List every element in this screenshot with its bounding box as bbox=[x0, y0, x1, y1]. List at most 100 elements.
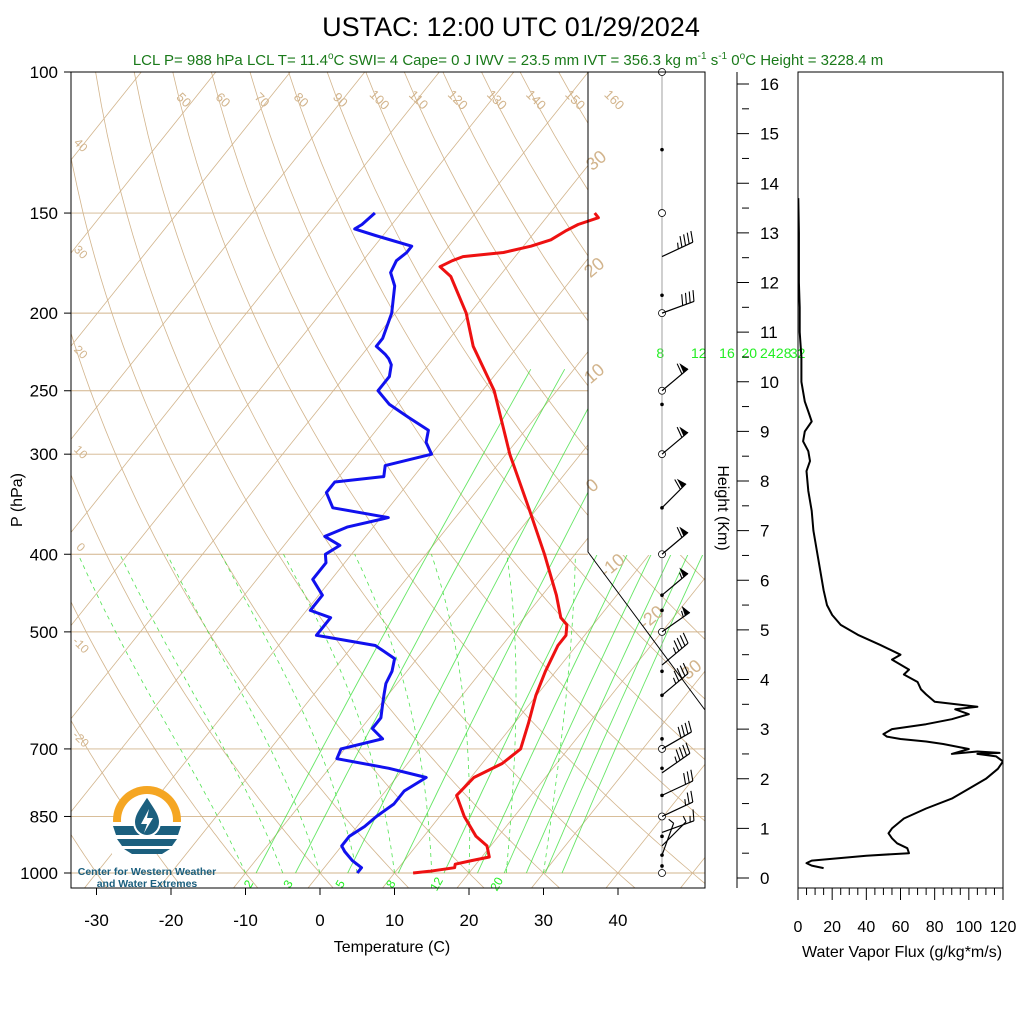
lightning-icon bbox=[141, 809, 153, 833]
wind-barb-half-flag bbox=[684, 799, 687, 806]
dry-adiabat-200 bbox=[752, 72, 1024, 890]
p-tick-label: 200 bbox=[30, 304, 58, 323]
dry-adiabat-10 bbox=[71, 331, 410, 888]
x-tick-label: 30 bbox=[534, 911, 553, 930]
mixing-ratio-top-label: 20 bbox=[742, 345, 758, 361]
stats-lcl-t-degree: o bbox=[328, 51, 334, 62]
wind-barb bbox=[661, 662, 689, 696]
wind-barb-shaft bbox=[661, 821, 687, 847]
dry-adiabat-50 bbox=[172, 72, 705, 885]
wind-barb-flag bbox=[676, 668, 683, 679]
dry-adiabat-0 bbox=[71, 473, 334, 888]
mixing-ratio-line-8 bbox=[397, 368, 653, 874]
stats-freezing-degree: o bbox=[740, 51, 746, 62]
wind-barb-half-flag bbox=[679, 572, 683, 579]
isotherm-left-label: -20 bbox=[70, 728, 92, 750]
wind-barb bbox=[661, 426, 689, 455]
wind-barb-pennant bbox=[679, 426, 689, 437]
wind-barb-flag bbox=[683, 773, 687, 785]
moist-adiabat-0 bbox=[166, 554, 321, 874]
p-tick-label: 850 bbox=[30, 807, 58, 826]
logo-line-2: and Water Extremes bbox=[96, 878, 198, 890]
wind-level-dot bbox=[660, 147, 664, 152]
wind-barb-shaft bbox=[661, 820, 695, 834]
height-axis-label: Height (Km) bbox=[714, 465, 731, 550]
flux-x-tick-label: 120 bbox=[990, 919, 1017, 936]
isotherm--10 bbox=[232, 297, 705, 888]
isotherm--120 bbox=[0, 54, 81, 890]
stats-lcl-p: LCL P= 988 hPa bbox=[133, 52, 244, 69]
wind-barb-shaft bbox=[661, 572, 689, 596]
p-tick-label: 300 bbox=[30, 445, 58, 464]
height-tick-label: 3 bbox=[760, 720, 769, 739]
wind-barb-flag bbox=[676, 526, 683, 538]
height-tick-label: 15 bbox=[760, 125, 779, 144]
height-tick-label: 12 bbox=[760, 274, 779, 293]
wind-barb-shaft bbox=[661, 780, 694, 796]
wind-barb bbox=[661, 632, 689, 666]
height-tick-label: 13 bbox=[760, 224, 779, 243]
isotherm--40 bbox=[71, 72, 664, 813]
wind-barb-flag bbox=[676, 363, 683, 375]
isotherm-20 bbox=[456, 577, 705, 888]
flux-x-tick-label: 100 bbox=[955, 919, 982, 936]
wind-barb-pennant bbox=[681, 605, 690, 616]
right-mask bbox=[588, 72, 705, 555]
logo-line-1: Center for Western Weather bbox=[77, 866, 217, 878]
flux-data-series bbox=[798, 198, 1003, 870]
logo-caption: Center for Western Weather and Water Ext… bbox=[66, 866, 228, 890]
wind-barb-flag bbox=[686, 792, 690, 804]
flux-x-tick-label: 80 bbox=[926, 919, 944, 936]
wind-barb bbox=[661, 809, 695, 834]
x-tick-label: 40 bbox=[609, 911, 628, 930]
isotherm-left-label: 10 bbox=[71, 442, 91, 462]
isotherm--70 bbox=[71, 72, 440, 534]
wind-barb-flag bbox=[681, 724, 686, 737]
wind-barb-shaft bbox=[661, 642, 689, 666]
flux-x-tick-label: 40 bbox=[857, 919, 875, 936]
dry-adiabat-80 bbox=[288, 72, 705, 700]
wind-barb-shaft bbox=[661, 823, 675, 856]
height-tick-label: 2 bbox=[760, 770, 769, 789]
logo-wave-band-3 bbox=[124, 849, 170, 854]
p-tick-label: 700 bbox=[30, 740, 58, 759]
skew-background-lines bbox=[0, 54, 1024, 890]
dry-adiabat-20 bbox=[71, 155, 485, 888]
chart-title: USTAC: 12:00 UTC 01/29/2024 bbox=[322, 12, 700, 42]
height-tick-label: 10 bbox=[760, 373, 779, 392]
wind-barb-pennant bbox=[679, 526, 689, 537]
wind-barb-flag bbox=[679, 635, 686, 646]
dry-adiabat-60 bbox=[211, 72, 705, 822]
isotherm-top-label: 80 bbox=[291, 89, 312, 110]
isotherm--60 bbox=[71, 72, 515, 627]
isotherm-left-label: 0 bbox=[74, 540, 89, 555]
mixing-ratio-top-label: 28 bbox=[776, 345, 792, 361]
wind-level-dot bbox=[660, 669, 664, 674]
skew-axes: -30 -20 -10 0 10 20 30 401001502002503004005007… bbox=[20, 63, 706, 930]
p-tick-label: 250 bbox=[30, 382, 58, 401]
mixing-ratio-top-label: 16 bbox=[719, 345, 735, 361]
isotherm-left-label: 20 bbox=[71, 342, 91, 362]
wind-barb-flag bbox=[679, 235, 683, 248]
dry-adiabat-130 bbox=[481, 72, 705, 407]
wind-barb-shaft bbox=[661, 611, 691, 633]
isotherm-top-label: 100 bbox=[367, 87, 393, 113]
stats-lcl-t: LCL T= 11.4 bbox=[247, 52, 328, 69]
flux-x-tick-label: 60 bbox=[892, 919, 910, 936]
wind-barb bbox=[661, 290, 695, 314]
height-tick-label: 11 bbox=[760, 323, 778, 342]
p-tick-label: 400 bbox=[30, 545, 58, 564]
flux-x-tick-label: 0 bbox=[794, 919, 803, 936]
x-tick-label: 10 bbox=[385, 911, 404, 930]
stats-lcl-t-unit: C bbox=[334, 52, 345, 69]
height-tick-label: 4 bbox=[760, 671, 769, 690]
height-tick-label: 1 bbox=[760, 819, 769, 838]
isotherm-30 bbox=[530, 670, 705, 888]
wind-barb-shaft bbox=[661, 801, 694, 818]
wind-barb-pennant bbox=[679, 363, 689, 373]
wind-level-dot bbox=[660, 864, 664, 868]
wind-barb-flag bbox=[676, 426, 683, 438]
droplet-logo bbox=[112, 786, 182, 854]
flux-line bbox=[798, 198, 1003, 870]
